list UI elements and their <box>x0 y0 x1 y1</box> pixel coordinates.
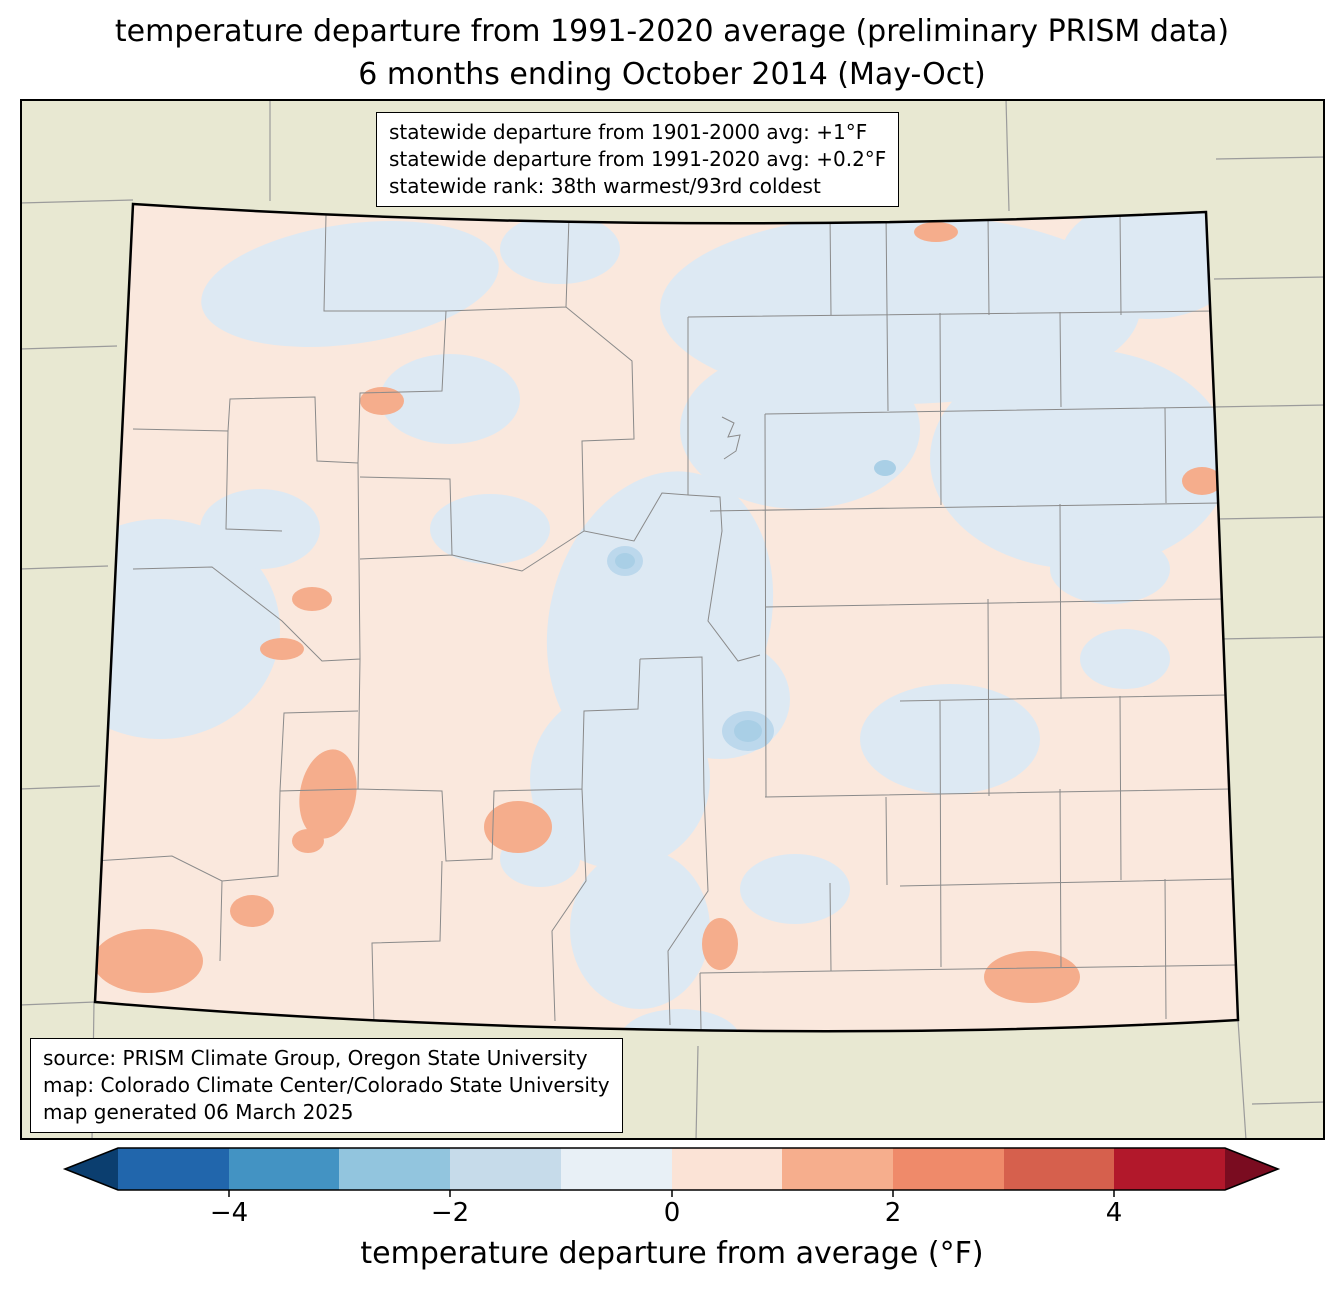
colorbar-arrow-right <box>1225 1148 1278 1190</box>
cool-anomaly-patches <box>95 204 1238 1032</box>
neighbor-state-borders <box>20 99 1325 1140</box>
source-line-3: map generated 06 March 2025 <box>43 1100 354 1124</box>
stats-line-1: statewide departure from 1901-2000 avg: … <box>389 120 868 144</box>
colorbar-segment <box>782 1148 894 1190</box>
colorbar-title: temperature departure from average (°F) <box>360 1236 984 1271</box>
colorbar-segment <box>561 1148 673 1190</box>
colorbar-tick-label: 2 <box>884 1198 902 1228</box>
colorbar-outline <box>62 1147 1281 1191</box>
colorbar-segment <box>1004 1148 1115 1190</box>
source-line-2: map: Colorado Climate Center/Colorado St… <box>43 1073 610 1097</box>
county-boundaries <box>95 212 1236 1030</box>
colorbar-tick-label: −4 <box>209 1198 249 1228</box>
stats-line-2: statewide departure from 1991-2020 avg: … <box>389 147 887 171</box>
map-title-line1: temperature departure from 1991-2020 ave… <box>114 14 1230 49</box>
colorbar-segment <box>1114 1148 1225 1190</box>
map-title-line2: 6 months ending October 2014 (May-Oct) <box>358 57 986 92</box>
colorbar-segment <box>893 1148 1005 1190</box>
colorbar <box>62 1147 1281 1197</box>
colorbar-segment <box>339 1148 451 1190</box>
cold-spots <box>615 460 896 742</box>
stats-line-3: statewide rank: 38th warmest/93rd coldes… <box>389 174 821 198</box>
colorbar-ticks <box>228 1190 1115 1197</box>
source-line-1: source: PRISM Climate Group, Oregon Stat… <box>43 1046 588 1070</box>
colorbar-segment <box>229 1148 340 1190</box>
stats-box: statewide departure from 1901-2000 avg: … <box>376 112 900 207</box>
colorbar-segment <box>672 1148 783 1190</box>
colorbar-segments <box>118 1148 1225 1190</box>
warm-anomaly-patches <box>95 222 1222 1003</box>
colorbar-segment <box>118 1148 230 1190</box>
colorbar-arrow-left <box>65 1148 118 1190</box>
colorbar-tick-label: 4 <box>1105 1198 1123 1228</box>
state-border <box>93 202 1240 1033</box>
colorado-map <box>20 99 1325 1140</box>
colorbar-tick-label: 0 <box>663 1198 681 1228</box>
source-box: source: PRISM Climate Group, Oregon Stat… <box>30 1038 623 1133</box>
map-frame <box>20 99 1325 1140</box>
colorbar-tick-label: −2 <box>430 1198 470 1228</box>
colorbar-segment <box>450 1148 562 1190</box>
